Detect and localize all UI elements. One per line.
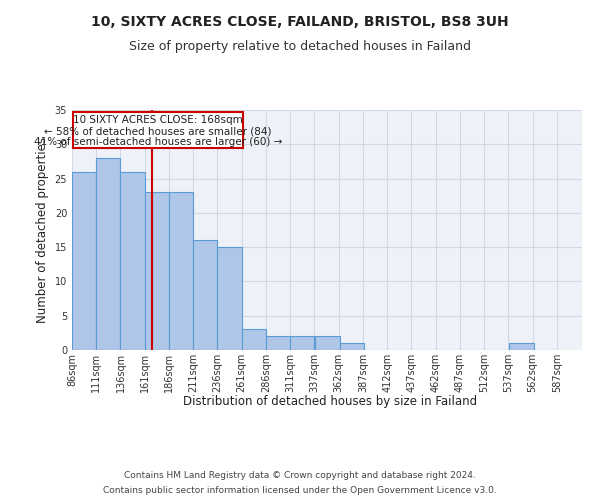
Bar xyxy=(509,343,533,350)
Bar xyxy=(340,343,364,350)
Y-axis label: Number of detached properties: Number of detached properties xyxy=(36,137,49,323)
Bar xyxy=(169,192,193,350)
Bar xyxy=(72,172,96,350)
FancyBboxPatch shape xyxy=(73,112,242,148)
Bar xyxy=(316,336,340,350)
Bar xyxy=(121,172,145,350)
Text: Contains HM Land Registry data © Crown copyright and database right 2024.: Contains HM Land Registry data © Crown c… xyxy=(124,471,476,480)
Bar xyxy=(145,192,169,350)
Bar xyxy=(193,240,217,350)
Bar xyxy=(96,158,121,350)
Text: 41% of semi-detached houses are larger (60) →: 41% of semi-detached houses are larger (… xyxy=(34,138,282,147)
Text: Size of property relative to detached houses in Failand: Size of property relative to detached ho… xyxy=(129,40,471,53)
Text: Distribution of detached houses by size in Failand: Distribution of detached houses by size … xyxy=(183,395,477,408)
Bar xyxy=(242,330,266,350)
Text: Contains public sector information licensed under the Open Government Licence v3: Contains public sector information licen… xyxy=(103,486,497,495)
Bar xyxy=(266,336,290,350)
Text: 10, SIXTY ACRES CLOSE, FAILAND, BRISTOL, BS8 3UH: 10, SIXTY ACRES CLOSE, FAILAND, BRISTOL,… xyxy=(91,15,509,29)
Text: ← 58% of detached houses are smaller (84): ← 58% of detached houses are smaller (84… xyxy=(44,126,272,136)
Bar xyxy=(217,247,242,350)
Text: 10 SIXTY ACRES CLOSE: 168sqm: 10 SIXTY ACRES CLOSE: 168sqm xyxy=(73,116,242,126)
Bar xyxy=(290,336,314,350)
